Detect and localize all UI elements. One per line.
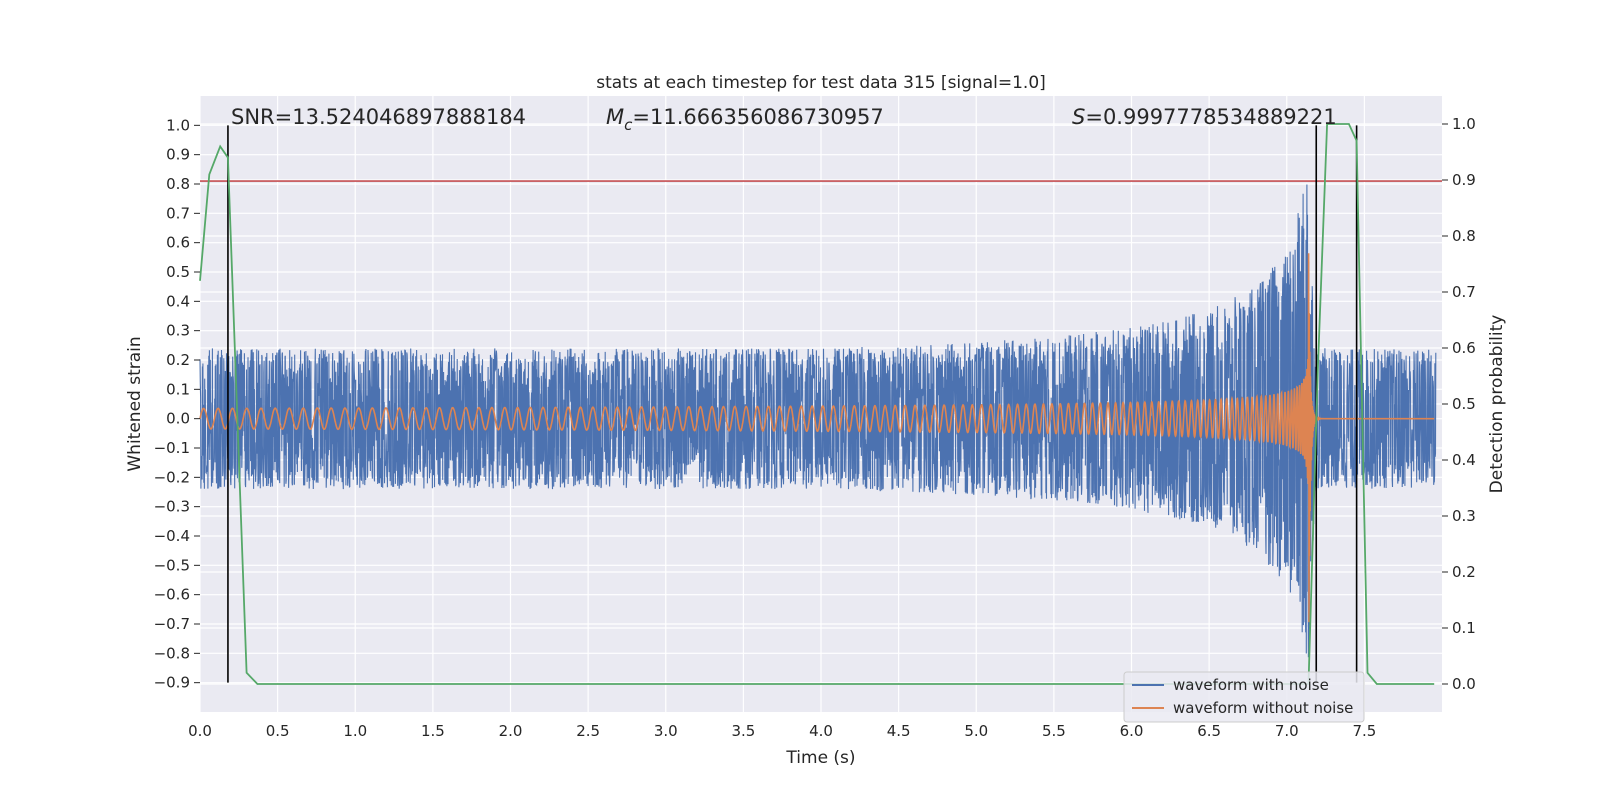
legend: waveform with noise waveform without noi…: [1123, 671, 1365, 723]
y-tick-label-left: −0.1: [154, 439, 190, 457]
data-layer: [199, 180, 1442, 658]
series-waveform-with-noise: [199, 184, 1437, 658]
y-tick-label-right: 0.5: [1452, 395, 1476, 413]
y-tick-label-left: 0.4: [166, 292, 190, 310]
legend-label-noise: waveform with noise: [1173, 676, 1329, 694]
y-tick-label-left: 0.2: [166, 351, 190, 369]
y-tick-label-left: 0.3: [166, 322, 190, 340]
x-tick-label: 2.5: [576, 722, 600, 740]
x-tick-label: 7.0: [1275, 722, 1299, 740]
y-tick-label-left: 0.0: [166, 410, 190, 428]
y-axis-label-left: Whitened strain: [125, 336, 145, 471]
y-tick-label-left: 0.9: [166, 146, 190, 164]
y-tick-label-right: 0.1: [1452, 619, 1476, 637]
y-tick-label-left: 0.1: [166, 380, 190, 398]
x-tick-label: 5.0: [964, 722, 988, 740]
legend-box: [1123, 671, 1365, 723]
y-tick-label-left: 0.7: [166, 204, 190, 222]
x-tick-label: 6.0: [1120, 722, 1144, 740]
x-tick-label: 5.5: [1042, 722, 1066, 740]
y-tick-label-left: −0.8: [154, 644, 190, 662]
y-tick-label-left: 0.5: [166, 263, 190, 281]
y-tick-label-left: −0.3: [154, 498, 190, 516]
x-tick-label: 4.5: [887, 722, 911, 740]
chirp-mass-symbol: M: [606, 105, 624, 129]
y-tick-label-right: 0.4: [1452, 451, 1476, 469]
x-tick-label: 2.0: [499, 722, 523, 740]
score-value: =0.9997778534889221: [1085, 105, 1336, 129]
y-tick-label-right: 0.3: [1452, 507, 1476, 525]
tick-layer: 0.0 0.5 1.0 1.5 2.0 2.5 3.0 3.5 4.0 4.5 5.0 5.5 6.0 6…: [154, 115, 1476, 740]
y-tick-label-right: 0.9: [1452, 171, 1476, 189]
x-tick-label: 4.0: [809, 722, 833, 740]
x-tick-label: 1.0: [343, 722, 367, 740]
y-tick-label-right: 1.0: [1452, 115, 1476, 133]
y-tick-label-left: −0.2: [154, 468, 190, 486]
y-tick-label-left: −0.6: [154, 586, 190, 604]
y-tick-label-right: 0.0: [1452, 675, 1476, 693]
series-waveform-without-noise: [199, 253, 1435, 623]
x-tick-label: 7.5: [1352, 722, 1376, 740]
chirp-mass-annotation: Mc=11.666356086730957: [606, 105, 884, 134]
chirp-mass-value: =11.666356086730957: [632, 105, 883, 129]
x-tick-label: 3.5: [731, 722, 755, 740]
y-tick-label-left: 1.0: [166, 116, 190, 134]
y-tick-label-right: 0.7: [1452, 283, 1476, 301]
legend-label-clean: waveform without noise: [1173, 699, 1353, 717]
y-tick-label-left: −0.4: [154, 527, 190, 545]
y-tick-label-right: 0.2: [1452, 563, 1476, 581]
y-tick-label-left: 0.6: [166, 234, 190, 252]
snr-annotation: SNR=13.524046897888184: [231, 105, 526, 129]
y-tick-label-left: 0.8: [166, 175, 190, 193]
x-tick-label: 6.5: [1197, 722, 1221, 740]
x-tick-label: 1.5: [421, 722, 445, 740]
y-axis-label-right: Detection probability: [1487, 315, 1507, 494]
chirp-mass-subscript: c: [624, 116, 633, 134]
score-symbol: S: [1072, 105, 1085, 129]
x-tick-label: 0.5: [266, 722, 290, 740]
y-tick-label-left: −0.9: [154, 674, 190, 692]
y-tick-label-left: −0.7: [154, 615, 190, 633]
chart-title: stats at each timestep for test data 315…: [596, 73, 1046, 93]
y-tick-label-right: 0.6: [1452, 339, 1476, 357]
y-tick-label-right: 0.8: [1452, 227, 1476, 245]
x-tick-label: 0.0: [188, 722, 212, 740]
score-annotation: S=0.9997778534889221: [1072, 105, 1337, 129]
x-axis-label: Time (s): [785, 748, 855, 768]
y-tick-label-left: −0.5: [154, 556, 190, 574]
x-tick-label: 3.0: [654, 722, 678, 740]
